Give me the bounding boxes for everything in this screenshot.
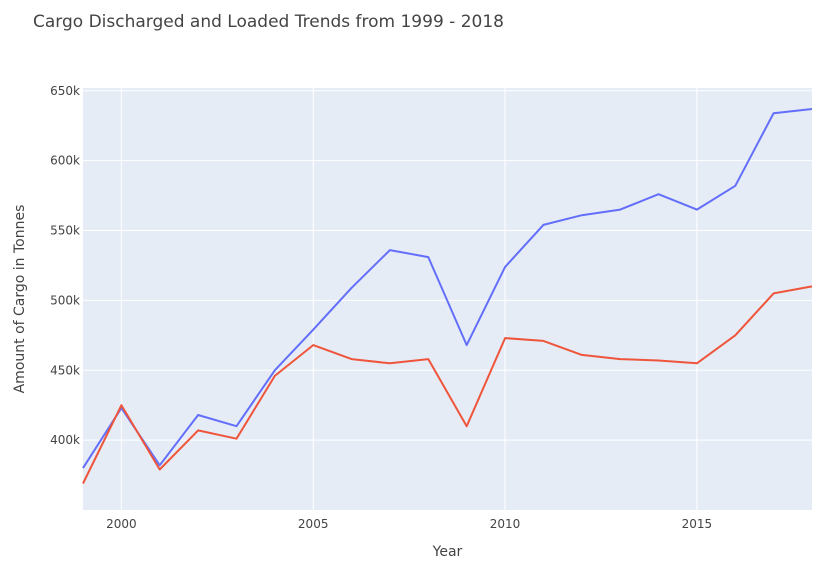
chart-title: Cargo Discharged and Loaded Trends from … (33, 12, 504, 32)
x-tick-label: 2015 (682, 517, 713, 531)
y-tick-label: 500k (50, 293, 80, 307)
series-lines (82, 108, 813, 484)
y-tick-label: 600k (50, 154, 80, 168)
x-axis-title: Year (432, 544, 463, 560)
x-tick-label: 2000 (106, 517, 137, 531)
x-tick-label: 2010 (490, 517, 521, 531)
y-tick-label: 550k (50, 224, 80, 238)
y-tick-label: 450k (50, 363, 80, 377)
y-axis-title: Amount of Cargo in Tonnes (12, 205, 28, 394)
y-tick-label: 400k (50, 433, 80, 447)
y-axis-ticks: 400k 450k 500k 550k 600k 650k (50, 84, 80, 447)
series-line-1 (82, 108, 813, 469)
series-line-2 (82, 285, 813, 484)
y-tick-label: 650k (50, 84, 80, 98)
x-tick-label: 2005 (298, 517, 329, 531)
x-axis-ticks: 2000 2005 2010 2015 (106, 517, 712, 531)
